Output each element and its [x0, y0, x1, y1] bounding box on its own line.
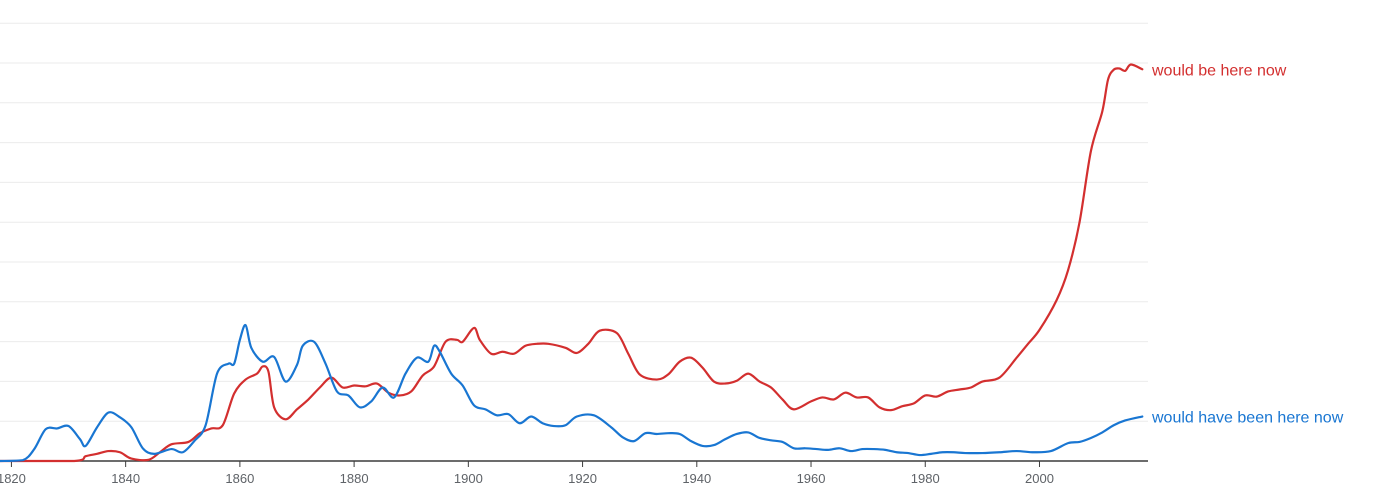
x-tick-label: 1860	[225, 471, 254, 486]
x-tick-label: 1960	[797, 471, 826, 486]
series-label-would-be-here-now[interactable]: would be here now	[1151, 62, 1287, 79]
x-tick-label: 1980	[911, 471, 940, 486]
series-line-would-be-here-now[interactable]	[0, 63, 1144, 463]
x-tick-label: 2000	[1025, 471, 1054, 486]
series-line-would-have-been-here-now[interactable]	[0, 324, 1144, 463]
x-tick-label: 1920	[568, 471, 597, 486]
series-labels: would be here now would have been here no…	[1151, 62, 1344, 426]
x-tick-label: 1880	[340, 471, 369, 486]
x-tick-label: 1900	[454, 471, 483, 486]
x-tick-label: 1840	[111, 471, 140, 486]
x-axis: 1820 1840 1860 1880 1900 1920 1940 1960 1980 2000	[0, 460, 1148, 486]
x-tick-label: 1820	[0, 471, 26, 486]
series-lines	[0, 63, 1144, 463]
series-label-would-have-been-here-now[interactable]: would have been here now	[1151, 410, 1344, 427]
gridlines	[0, 22, 1148, 422]
x-tick-label: 1940	[682, 471, 711, 486]
